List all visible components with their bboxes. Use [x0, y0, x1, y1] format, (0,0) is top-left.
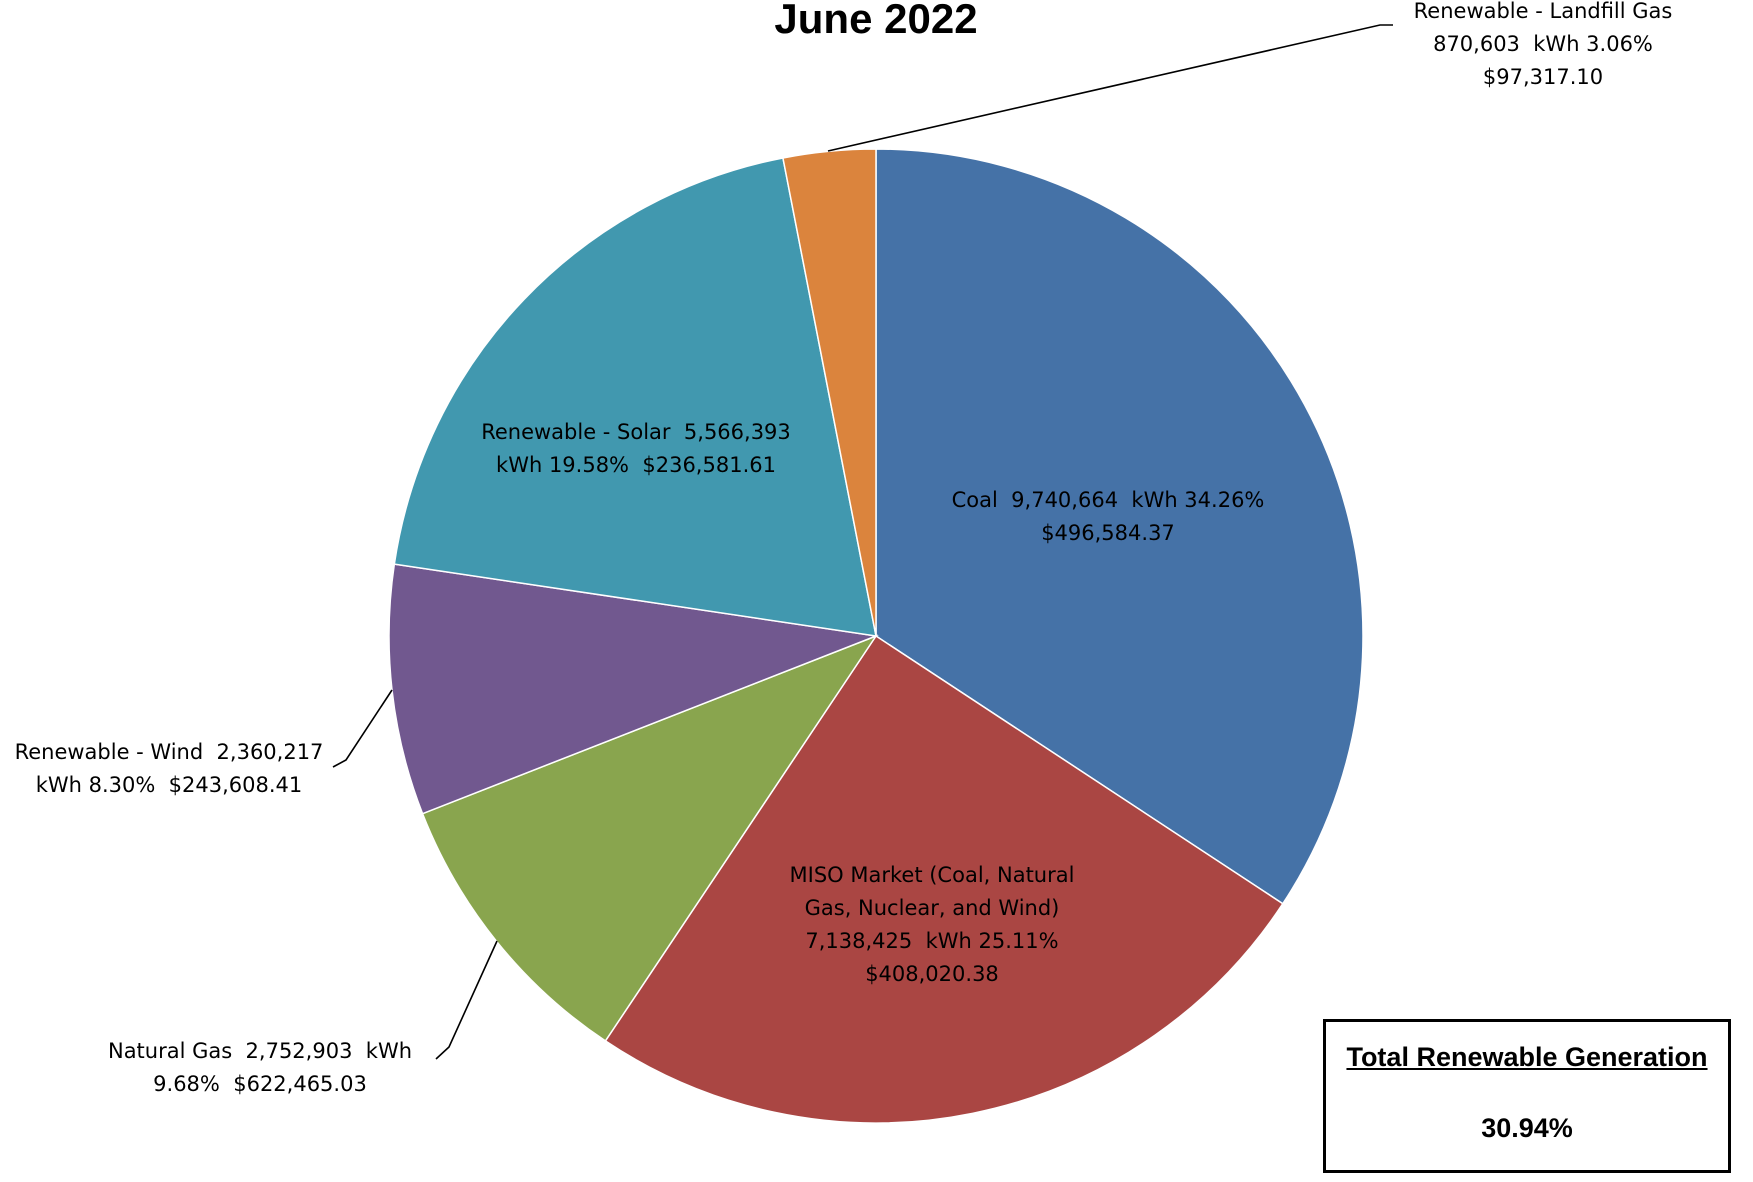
slice-label-line: Gas, Nuclear, and Wind)	[805, 896, 1060, 920]
total-renewable-generation-box: Total Renewable Generation 30.94%	[1323, 1019, 1731, 1173]
slice-label: Renewable - Wind 2,360,217 kWh 8.30% $243…	[15, 740, 324, 797]
slice-label: Natural Gas 2,752,903 kWh 9.68% $622,465.…	[108, 1039, 412, 1096]
slice-label-line: Renewable - Landfill Gas	[1414, 0, 1673, 23]
total-renewable-generation-title: Total Renewable Generation	[1346, 1042, 1708, 1072]
pie-slice-renewable-solar	[393, 157, 877, 637]
slice-label-line: Renewable - Wind 2,360,217	[15, 740, 324, 764]
slice-label-line: kWh 8.30% $243,608.41	[36, 773, 303, 797]
chart-title: June 2022	[774, 0, 977, 42]
pie-slice-coal	[875, 148, 1364, 905]
slice-label: MISO Market (Coal, Natural Gas, Nuclear, …	[790, 863, 1075, 986]
slice-label-line: Natural Gas 2,752,903 kWh	[108, 1039, 412, 1063]
slice-label-line: $97,317.10	[1483, 65, 1603, 89]
slice-label-line: $496,584.37	[1041, 521, 1175, 545]
leader-line	[332, 689, 393, 768]
slice-label-line: 7,138,425 kWh 25.11%	[805, 929, 1058, 953]
slice-labels: Coal 9,740,664 kWh 34.26% $496,584.37 MISO…	[15, 0, 1673, 1096]
slice-label: Renewable - Landfill Gas 870,603 kWh 3.06…	[1414, 0, 1673, 89]
leader-line	[435, 940, 498, 1060]
slice-label-line: 9.68% $622,465.03	[153, 1072, 367, 1096]
slice-label-line: 870,603 kWh 3.06%	[1433, 32, 1653, 56]
slice-label: Renewable - Solar 5,566,393 kWh 19.58% $2…	[481, 420, 791, 477]
slice-label-line: MISO Market (Coal, Natural	[790, 863, 1075, 887]
slice-label-line: $408,020.38	[865, 962, 999, 986]
slice-label-line: Coal 9,740,664 kWh 34.26%	[952, 488, 1265, 512]
leader-lines	[332, 24, 1393, 1060]
total-renewable-generation-value: 30.94%	[1481, 1113, 1573, 1143]
slice-label-line: kWh 19.58% $236,581.61	[496, 453, 776, 477]
leader-line	[827, 24, 1393, 152]
slice-label: Coal 9,740,664 kWh 34.26% $496,584.37	[952, 488, 1265, 545]
pie-slices	[388, 148, 1364, 1124]
pie-slice-miso-market-coal-natural-gas-nuclear-and-wind	[604, 634, 1284, 1124]
slice-label-line: Renewable - Solar 5,566,393	[481, 420, 791, 444]
